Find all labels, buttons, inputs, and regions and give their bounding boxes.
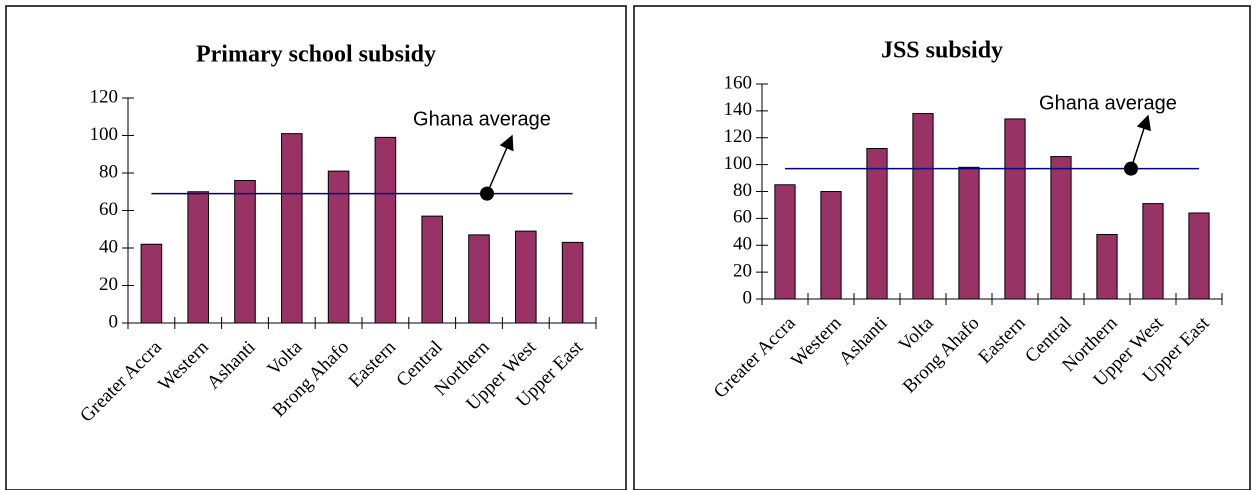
x-tick-label: Ashanti bbox=[835, 313, 892, 370]
panel-border bbox=[633, 5, 1251, 490]
y-tick-label: 100 bbox=[90, 124, 119, 145]
annotation-arrow bbox=[1130, 114, 1151, 169]
bar bbox=[1004, 118, 1026, 300]
x-tick-label: Western bbox=[154, 336, 213, 395]
bar bbox=[1050, 156, 1072, 300]
bar bbox=[234, 180, 256, 324]
bar bbox=[820, 191, 842, 300]
x-tick-label: Ashanti bbox=[203, 337, 260, 394]
y-tick-label: 160 bbox=[724, 72, 753, 93]
bar bbox=[561, 241, 584, 324]
bar bbox=[327, 170, 350, 324]
chart-title: JSS subsidy bbox=[881, 38, 1003, 64]
y-tick-label: 40 bbox=[733, 234, 752, 255]
x-tick-label: Eastern bbox=[974, 312, 1029, 367]
bar bbox=[912, 113, 934, 300]
y-tick-label: 140 bbox=[724, 99, 753, 120]
y-tick-label: 80 bbox=[99, 161, 118, 182]
x-tick-label: Western bbox=[787, 312, 846, 371]
bar bbox=[1188, 212, 1210, 300]
bar bbox=[774, 184, 796, 300]
x-tick-label: Greater Accra bbox=[76, 336, 166, 426]
annotation-arrow bbox=[486, 134, 514, 194]
bar bbox=[140, 243, 163, 324]
annotation: Ghana average bbox=[413, 108, 551, 130]
y-tick-label: 100 bbox=[724, 153, 753, 174]
y-tick-label: 0 bbox=[109, 311, 119, 332]
bar bbox=[374, 136, 397, 324]
y-tick-label: 120 bbox=[90, 86, 119, 107]
annotation: Ghana average bbox=[1039, 92, 1177, 114]
x-tick-label: Greater Accra bbox=[710, 312, 800, 402]
x-tick-label: Eastern bbox=[345, 336, 400, 391]
bar bbox=[958, 166, 980, 300]
y-tick-label: 60 bbox=[99, 199, 118, 220]
y-tick-label: 20 bbox=[99, 274, 118, 295]
chart-title: Primary school subsidy bbox=[196, 42, 436, 68]
bar bbox=[1096, 234, 1118, 300]
panel-border bbox=[5, 5, 627, 490]
bar bbox=[866, 148, 888, 300]
bar bbox=[1142, 203, 1164, 300]
y-tick-label: 0 bbox=[743, 287, 753, 308]
y-tick-label: 20 bbox=[733, 260, 752, 281]
y-tick-label: 120 bbox=[724, 126, 753, 147]
y-tick-label: 40 bbox=[99, 236, 118, 257]
y-tick-label: 80 bbox=[733, 180, 752, 201]
bar bbox=[281, 133, 303, 324]
bar bbox=[515, 230, 537, 324]
y-tick-label: 60 bbox=[733, 207, 752, 228]
bar bbox=[421, 215, 443, 324]
x-tick-label: Volta bbox=[263, 336, 306, 379]
bar bbox=[187, 191, 209, 324]
bar bbox=[468, 234, 490, 324]
